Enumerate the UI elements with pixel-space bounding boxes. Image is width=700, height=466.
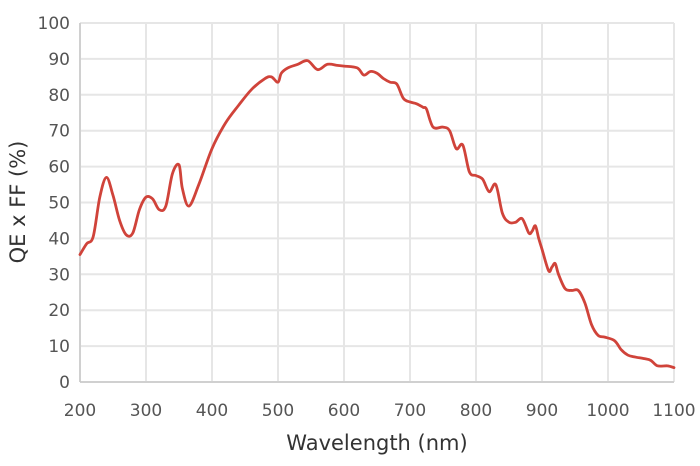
label-layer: Wavelength (nm) QE x FF (%): [6, 141, 468, 455]
y-tick-label: 70: [48, 122, 70, 142]
x-tick-label: 800: [460, 401, 492, 421]
x-tick-label: 200: [64, 401, 96, 421]
axis-layer: 0 10 20 30 40 50 60 70 80 90 100 200 300 400 500 600 700…: [38, 14, 696, 421]
series-line-0: [78, 59, 676, 370]
x-tick-label: 500: [262, 401, 294, 421]
y-tick-label: 10: [48, 337, 70, 357]
x-tick-label: 900: [526, 401, 558, 421]
y-axis-label: QE x FF (%): [6, 141, 30, 264]
y-tick-label: 80: [48, 86, 70, 106]
grid-layer: [79, 22, 675, 383]
x-tick-label: 1100: [652, 401, 695, 421]
y-tick-label: 30: [48, 265, 70, 285]
y-tick-label: 60: [48, 158, 70, 178]
y-tick-label: 40: [48, 229, 70, 249]
x-tick-label: 300: [130, 401, 162, 421]
y-tick-label: 100: [38, 14, 70, 34]
x-tick-label: 700: [394, 401, 426, 421]
x-tick-label: 600: [328, 401, 360, 421]
y-tick-label: 0: [59, 373, 70, 393]
x-tick-label: 1000: [586, 401, 629, 421]
y-tick-label: 20: [48, 301, 70, 321]
series-layer: [78, 59, 676, 370]
y-tick-label: 90: [48, 50, 70, 70]
x-tick-label: 400: [196, 401, 228, 421]
x-axis-label: Wavelength (nm): [286, 431, 467, 455]
y-tick-label: 50: [48, 194, 70, 214]
